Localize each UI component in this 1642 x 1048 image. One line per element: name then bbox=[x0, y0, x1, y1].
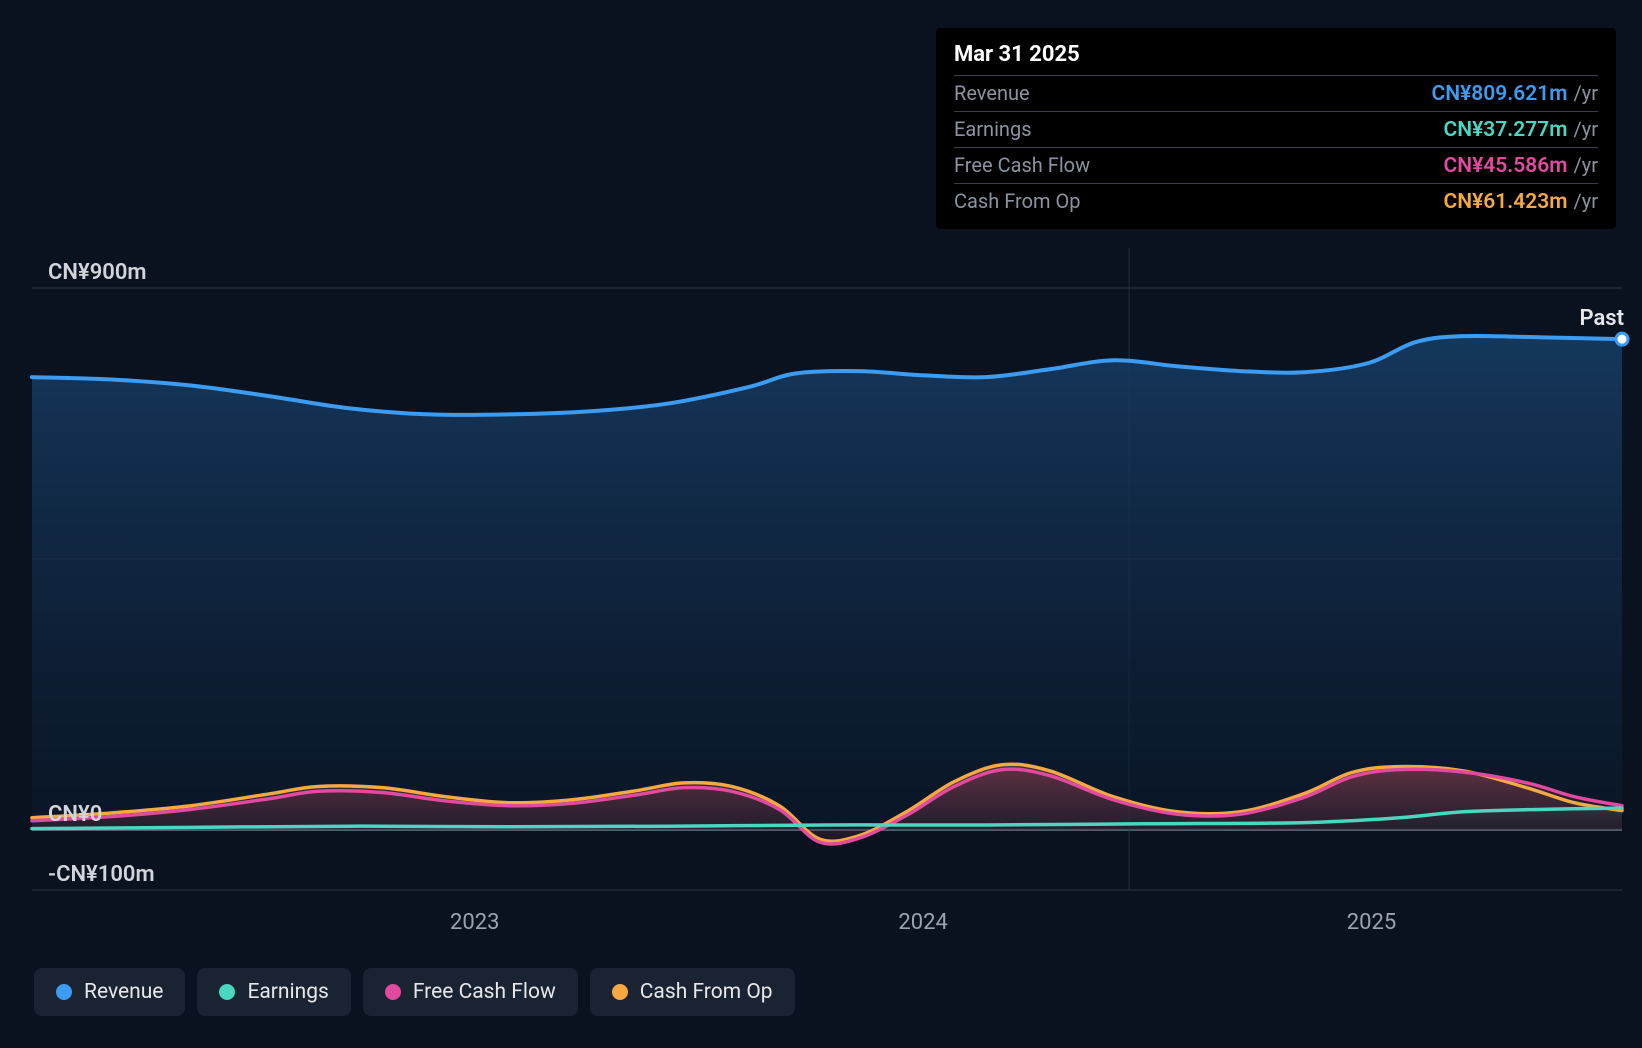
tooltip-row: Cash From Op CN¥61.423m/yr bbox=[954, 183, 1598, 219]
legend-item[interactable]: Earnings bbox=[197, 968, 350, 1016]
legend-dot-icon bbox=[56, 984, 72, 1000]
legend-item[interactable]: Free Cash Flow bbox=[363, 968, 578, 1016]
tooltip-unit: /yr bbox=[1574, 189, 1599, 213]
series-area bbox=[32, 336, 1622, 830]
legend-label: Earnings bbox=[247, 980, 328, 1004]
tooltip-metric: Earnings bbox=[954, 117, 1032, 141]
tooltip-value: CN¥809.621m bbox=[1432, 82, 1568, 106]
legend-label: Cash From Op bbox=[640, 980, 773, 1004]
tooltip-value: CN¥37.277m bbox=[1444, 118, 1568, 142]
x-axis-tick-label: 2025 bbox=[1347, 910, 1396, 935]
past-label: Past bbox=[1579, 306, 1624, 331]
x-axis-tick-label: 2024 bbox=[898, 910, 947, 935]
tooltip-value: CN¥61.423m bbox=[1444, 190, 1568, 214]
tooltip-date: Mar 31 2025 bbox=[954, 42, 1598, 75]
tooltip-row: Earnings CN¥37.277m/yr bbox=[954, 111, 1598, 147]
legend-label: Free Cash Flow bbox=[413, 980, 556, 1004]
tooltip-metric: Free Cash Flow bbox=[954, 153, 1090, 177]
y-axis-tick-label: CN¥900m bbox=[48, 260, 147, 285]
tooltip-unit: /yr bbox=[1574, 117, 1599, 141]
y-axis-tick-label: -CN¥100m bbox=[48, 862, 155, 887]
chart-tooltip: Mar 31 2025 RevenueCN¥809.621m/yrEarning… bbox=[936, 28, 1616, 229]
legend-item[interactable]: Revenue bbox=[34, 968, 185, 1016]
tooltip-metric: Cash From Op bbox=[954, 189, 1080, 213]
chart-legend: Revenue Earnings Free Cash Flow Cash From O… bbox=[34, 968, 795, 1016]
x-axis-tick-label: 2023 bbox=[450, 910, 499, 935]
tooltip-row: Revenue CN¥809.621m/yr bbox=[954, 75, 1598, 111]
legend-item[interactable]: Cash From Op bbox=[590, 968, 795, 1016]
legend-dot-icon bbox=[219, 984, 235, 1000]
legend-dot-icon bbox=[385, 984, 401, 1000]
legend-label: Revenue bbox=[84, 980, 163, 1004]
tooltip-unit: /yr bbox=[1574, 153, 1599, 177]
tooltip-value: CN¥45.586m bbox=[1444, 154, 1568, 178]
tooltip-metric: Revenue bbox=[954, 81, 1030, 105]
legend-dot-icon bbox=[612, 984, 628, 1000]
tooltip-unit: /yr bbox=[1574, 81, 1599, 105]
tooltip-row: Free Cash Flow CN¥45.586m/yr bbox=[954, 147, 1598, 183]
y-axis-tick-label: CN¥0 bbox=[48, 802, 102, 827]
